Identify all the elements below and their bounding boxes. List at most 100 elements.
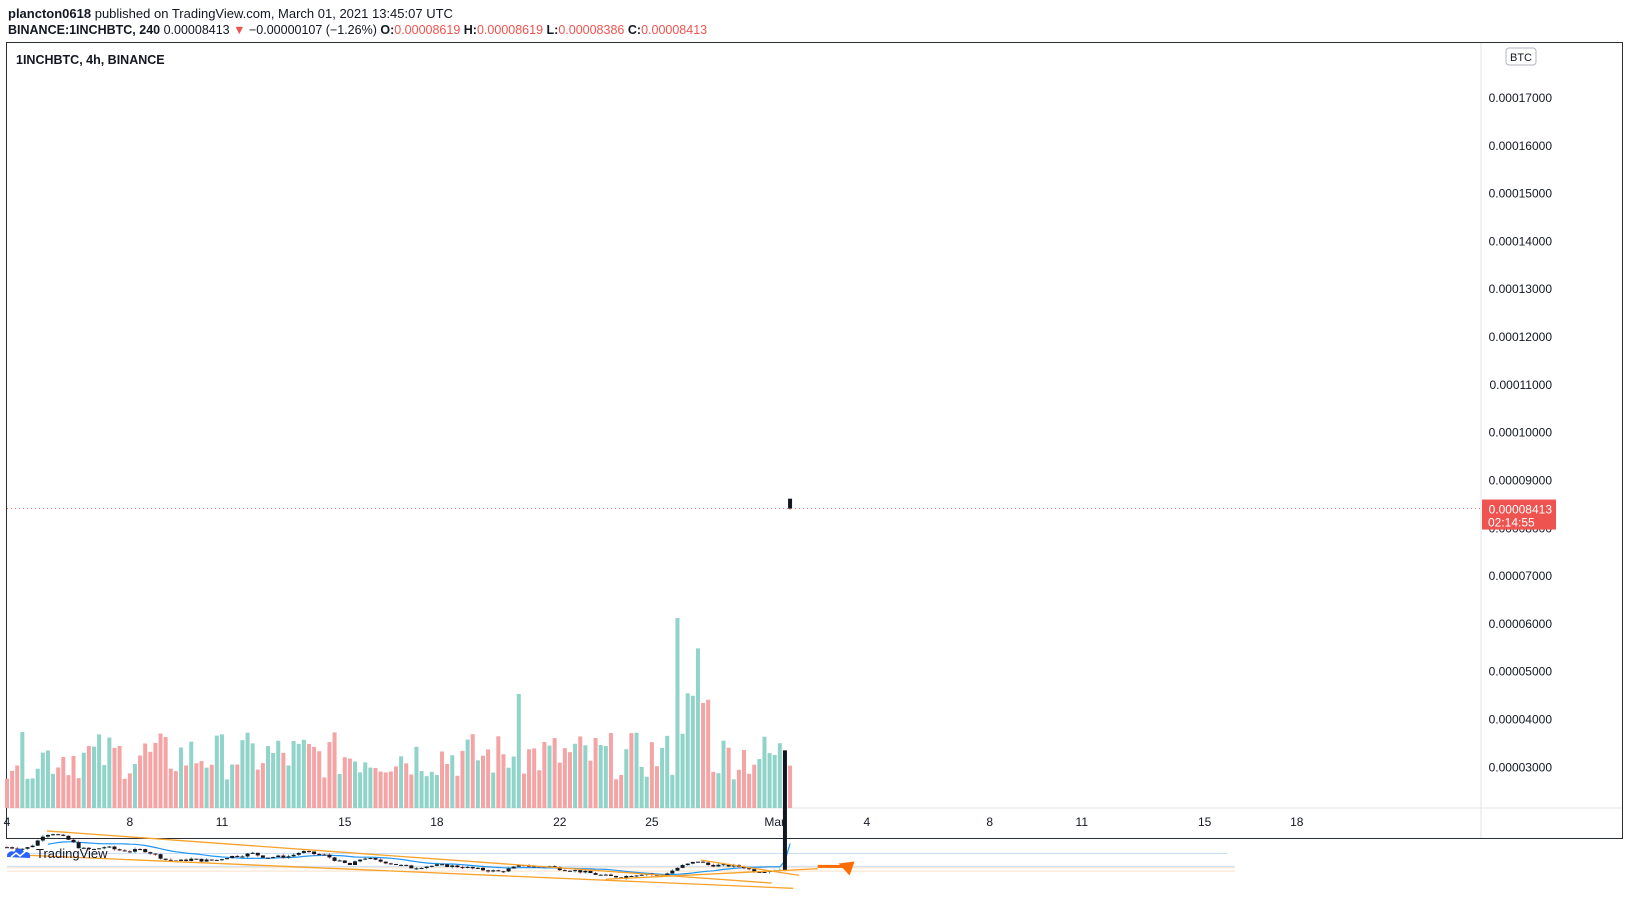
candle-body [10,847,15,849]
x-tick-label: 4 [863,815,870,829]
candle-body [752,869,757,873]
volume-bar [629,733,634,808]
candle-body [255,852,260,856]
y-tick-label: 0.00006000 [1489,617,1553,631]
volume-bar [685,693,690,808]
footer-brand[interactable]: TradingView [36,845,108,861]
candle-body [506,868,511,872]
candle-body [127,851,132,853]
last-price: 0.00008413 [163,23,230,37]
volume-bar [51,773,56,808]
candle-body [434,864,439,866]
volume-bar [690,695,695,808]
volume-bar [20,732,25,808]
volume-bar [179,747,184,808]
x-tick-label: 25 [645,815,659,829]
candle-body [378,859,383,862]
candle-body [685,863,690,866]
candle-body [194,858,199,860]
author-name[interactable]: plancton0618 [8,6,92,21]
volume-bar [347,758,352,808]
candle-body [301,851,306,853]
volume-bar [168,768,173,808]
candle-body [5,847,9,849]
candle-body [347,862,352,865]
candle-body [184,859,189,861]
volume-bar [301,739,306,808]
y-tick-label: 0.00009000 [1489,473,1553,487]
candle-body [153,853,158,855]
candle-body [711,864,716,867]
candle-body [25,847,30,849]
volume-bar [296,743,301,808]
volume-bar [35,768,40,808]
candle-body [225,858,230,860]
candle-body [45,834,50,837]
volume-bar [619,774,624,808]
volume-bar [194,763,199,808]
volume-bar [660,747,665,808]
volume-bar [306,744,311,808]
candle-body [66,835,71,840]
candle-body [532,866,537,868]
volume-bar [695,648,700,808]
volume-bar [470,734,475,808]
y-tick-label: 0.00007000 [1489,569,1553,583]
candle-body [368,858,373,860]
close-value: 0.00008413 [641,23,708,37]
candle-body [608,874,613,876]
volume-bar [76,778,81,808]
volume-bar [337,774,342,808]
candle-body [81,847,86,849]
volume-bar [608,732,613,808]
candle-body [511,866,516,869]
volume-bar [670,774,675,808]
candle-body [409,865,414,869]
candle-body [588,870,593,874]
y-tick-label: 0.00016000 [1489,139,1553,153]
x-tick-label: 11 [1076,815,1089,829]
x-tick-label: 22 [553,815,567,829]
y-tick-label: 0.00005000 [1489,665,1553,679]
volume-bar [317,751,322,808]
candle-body [332,857,337,861]
candle-body [450,865,455,867]
candle-body [598,874,603,876]
candle-body [107,846,112,848]
volume-bar [148,751,153,808]
volume-bar [276,740,281,808]
volume-bar [777,743,782,808]
volume-bar [706,699,711,808]
volume-bar [342,757,347,808]
projection-arrow-head-icon [838,861,855,876]
candle-body [204,859,209,862]
candle-body [496,870,501,872]
volume-bar [486,749,491,808]
volume-bar [573,743,578,808]
candle-body [148,852,153,854]
candle-body [122,850,127,852]
volume-bar [322,777,327,808]
y-tick-label: 0.00017000 [1489,91,1553,105]
volume-bar [634,732,639,808]
candle-body [742,866,746,869]
candle-body [317,854,322,856]
candle-body [624,875,629,879]
volume-bar [511,756,516,808]
candle-body [404,864,409,866]
candle-body [235,855,240,857]
candle-body [209,859,214,861]
candle-body [56,834,61,836]
volume-bar [199,761,204,808]
volume-bar [235,764,240,808]
volume-bar [158,733,163,808]
currency-badge [1505,47,1537,66]
volume-bar [399,756,404,808]
candle-body [286,856,291,858]
candle-body [281,855,286,858]
trend-line-0 [46,830,772,884]
volume-bar [404,763,409,808]
volume-bar [603,745,608,808]
zone-orange-2 [7,867,1235,869]
